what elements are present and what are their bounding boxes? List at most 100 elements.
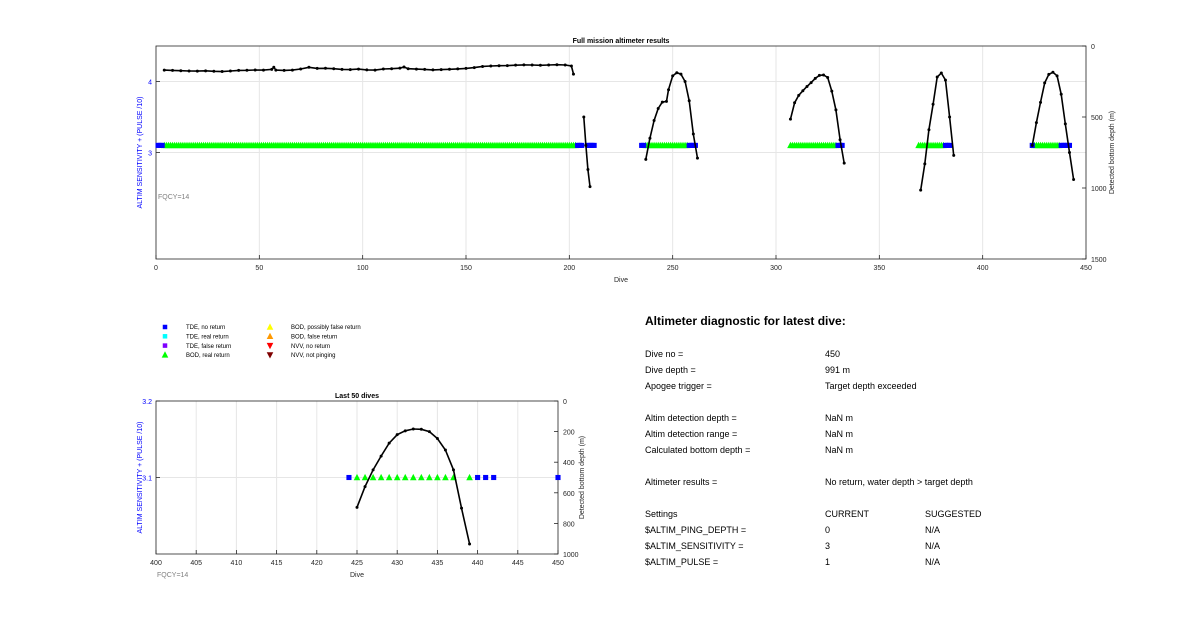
depth-point	[402, 65, 406, 69]
bod-marker	[434, 473, 441, 481]
depth-point	[431, 68, 435, 72]
depth-point	[272, 65, 276, 69]
diag-row-results: Altimeter results = No return, water dep…	[645, 474, 1165, 490]
y-right-tick-label: 200	[563, 430, 575, 437]
depth-point	[355, 505, 359, 509]
bottom-depth-value: NaN m	[825, 445, 854, 455]
bod-marker	[401, 473, 409, 481]
depth-point	[530, 63, 534, 67]
depth-point	[656, 106, 660, 110]
depth-point	[1039, 100, 1043, 104]
depth-point	[687, 99, 691, 103]
depth-point	[489, 64, 493, 68]
depth-point	[253, 68, 257, 72]
depth-point	[586, 168, 590, 172]
depth-point	[923, 162, 927, 166]
depth-point	[414, 67, 418, 71]
chart-title: Full mission altimeter results	[573, 38, 670, 45]
depth-point	[290, 68, 294, 72]
fqcy-annotation: FQCY=14	[157, 572, 188, 579]
x-tick-label: 450	[1080, 265, 1092, 272]
depth-point	[695, 156, 699, 160]
diag-row-detection-range: Altim detection range = NaN m	[645, 426, 1165, 442]
depth-point	[348, 68, 352, 72]
tde-marker	[641, 142, 647, 148]
x-tick-label: 440	[472, 560, 484, 567]
depth-point	[826, 76, 830, 80]
dive-depth-value: 991 m	[825, 365, 851, 375]
legend-label: BOD, false return	[291, 335, 337, 341]
x-tick-label: 200	[563, 265, 575, 272]
depth-point	[315, 66, 319, 70]
depth-point	[261, 68, 265, 72]
y-right-tick-label: 0	[1091, 44, 1095, 51]
depth-line	[583, 116, 591, 187]
diag-row-apogee: Apogee trigger = Target depth exceeded	[645, 378, 1165, 394]
depth-point	[398, 66, 402, 70]
depth-point	[830, 89, 834, 93]
apogee-trigger-label: Apogee trigger =	[645, 381, 712, 391]
depth-point	[931, 102, 935, 106]
y-right-tick-label: 800	[563, 521, 575, 528]
depth-point	[948, 115, 952, 119]
detection-range-label: Altim detection range =	[645, 429, 738, 439]
tde-marker	[483, 474, 489, 481]
depth-point	[1063, 122, 1067, 126]
depth-point	[671, 74, 675, 78]
tde-marker	[162, 324, 168, 330]
setting-current: 1	[825, 557, 831, 567]
depth-point	[935, 75, 939, 79]
depth-point	[379, 454, 383, 458]
setting-name: $ALTIM_SENSITIVITY =	[645, 541, 744, 551]
legend-marker	[266, 323, 274, 330]
setting-suggested: N/A	[925, 557, 941, 567]
legend-label: BOD, possibly false return	[291, 325, 361, 331]
x-tick-label: 445	[512, 560, 524, 567]
depth-point	[443, 448, 447, 452]
depth-point	[1051, 70, 1055, 74]
depth-point	[363, 485, 367, 489]
depth-point	[274, 68, 278, 72]
depth-point	[245, 68, 249, 72]
depth-point	[805, 84, 809, 88]
depth-point	[237, 68, 241, 72]
depth-point	[664, 99, 668, 103]
y-left-tick-label: 3	[148, 151, 152, 158]
depth-point	[403, 429, 407, 433]
legend-marker	[266, 342, 274, 350]
legend-label: NVV, no return	[291, 344, 330, 350]
depth-point	[390, 67, 394, 71]
x-tick-label: 435	[432, 560, 444, 567]
tde-marker	[491, 474, 497, 481]
bod-marker	[385, 473, 393, 481]
depth-point	[387, 441, 391, 445]
altimeter-results-value: No return, water depth > target depth	[825, 477, 973, 487]
depth-point	[451, 468, 455, 472]
depth-point	[381, 67, 385, 71]
x-tick-label: 430	[391, 560, 403, 567]
last-50-dives-chart: 400 405 410 415 420 425 430 435 440 445 450 3.1 3.2 0…	[137, 393, 586, 579]
diag-row-bottom-depth: Calculated bottom depth = NaN m	[645, 442, 1165, 458]
setting-name: $ALTIM_PING_DEPTH =	[645, 525, 747, 535]
settings-header-row: Settings CURRENT SUGGESTED	[645, 506, 1165, 522]
depth-point	[282, 68, 286, 72]
tde-marker	[579, 142, 585, 148]
depth-point	[838, 138, 842, 142]
bod-marker	[393, 473, 401, 481]
depth-point	[522, 63, 526, 67]
x-tick-label: 300	[770, 265, 782, 272]
x-tick-label: 50	[255, 265, 263, 272]
legend-label: TDE, no return	[186, 325, 225, 331]
depth-point	[423, 67, 427, 71]
altimeter-results-label: Altimeter results =	[645, 477, 718, 487]
depth-point	[571, 72, 575, 76]
chart-title: Last 50 dives	[335, 393, 379, 400]
depth-point	[220, 70, 224, 74]
fqcy-annotation: FQCY=14	[158, 194, 189, 201]
depth-point	[1047, 72, 1051, 76]
depth-point	[179, 69, 183, 73]
setting-suggested: N/A	[925, 541, 941, 551]
depth-point	[801, 89, 805, 93]
depth-point	[419, 427, 423, 431]
depth-point	[395, 433, 399, 437]
